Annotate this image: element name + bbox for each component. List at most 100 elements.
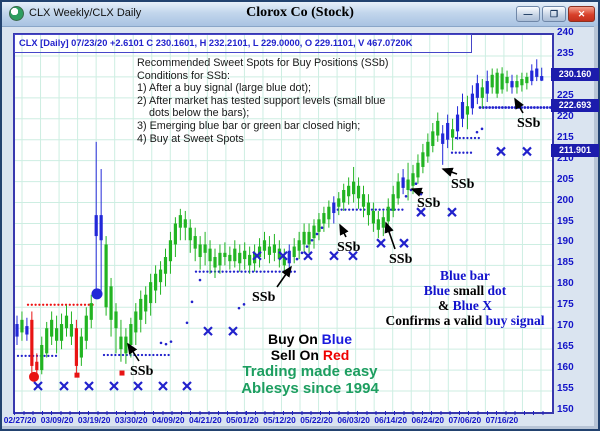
x-axis-date-label: 07/06/20 [448,415,482,425]
text-segment: Trading made easy [242,363,378,380]
x-axis-date-label: 05/01/20 [226,415,259,425]
legend-line: Blue small dot [345,283,585,298]
x-axis-date-label: 02/27/20 [3,415,37,425]
chart-title: Clorox Co (Stock) [246,5,354,20]
ssb-label: SSb [517,116,541,131]
x-axis-date-label: 03/09/20 [40,415,74,425]
legend-line: Confirms a valid buy signal [345,313,585,328]
ssb-label: SSb [130,364,154,379]
y-axis-tick-label: 205 [557,173,574,185]
window-right-edge [594,26,598,429]
y-axis-tick-label: 210 [557,152,574,164]
annotation-line: 1) After a buy signal (large blue dot); [137,82,312,95]
annotation-line: dots below the bars); [137,107,250,120]
minimize-button[interactable]: — [516,6,540,22]
x-axis-date-labels: 02/27/20 03/09/20 03/19/20 03/30/20 04/09/20… [2,415,600,429]
ssb-label: SSb [389,252,413,267]
y-axis-tick-label: 160 [557,362,574,374]
ssb-arrow [410,187,424,197]
price-marker-box: 230.160 [551,67,599,81]
chart-plot-area[interactable]: SSb SSb SSb SSb SSb SSb SSb CLX [Daily] 07/23/… [13,33,554,414]
text-segment: Blue X [452,298,492,313]
annotation-line: Conditions for SSb: [137,69,231,82]
y-axis-tick-label: 220 [557,110,574,122]
y-axis-tick-label: 165 [557,341,574,353]
x-axis-date-label: 05/22/20 [300,415,333,425]
text-segment: buy signal [485,313,545,328]
x-axis-date-label: 03/19/20 [77,415,111,425]
text-segment: Buy On [267,331,322,347]
ssb-label: SSb [417,196,441,211]
y-axis-tick-label: 170 [557,320,574,332]
annotation-line: Recommended Sweet Spots for Buy Position… [137,57,389,69]
y-axis-tick-label: 155 [557,383,574,395]
ssb-arrow [441,167,458,177]
ablesys-since-1994-text: Ablesys since 1994 [190,380,430,397]
text-segment: Sell On [270,347,323,363]
text-segment: small [449,283,488,298]
y-axis-price-scale: 2402352302252202152102052001951901851801… [554,27,599,415]
buy-signal-legend: Blue bar Blue small dot & Blue X Confirms a… [345,268,585,328]
sell-signal-red-square [119,370,125,376]
abletrend-logo-icon [9,6,24,21]
window-bottom-edge [2,426,598,429]
sell-signal-red-square [74,372,80,378]
annotation-line: 2) After market has tested support level… [137,94,386,107]
text-segment: Ablesys since 1994 [241,380,379,397]
legend-line: Blue bar [345,268,585,283]
text-segment: Red [322,347,350,363]
ssb-label: SSb [337,240,361,255]
sell-on-red-text: Sell On Red [190,347,430,363]
quote-header: CLX [Daily] 07/23/20 +2.6101 C 230.1601,… [14,34,472,53]
y-axis-tick-label: 215 [557,131,574,143]
x-axis-tick-marks [14,411,551,415]
y-axis-tick-label: 180 [557,278,574,290]
text-segment: Blue [321,331,352,347]
ssb-arrow [384,221,396,250]
y-axis-tick-label: 240 [557,27,574,38]
text-segment: Blue bar [440,268,490,283]
trading-made-easy-text: Trading made easy [190,363,430,380]
buy-signal-large-blue-dot [91,288,103,300]
x-axis-date-label: 06/24/20 [411,415,445,425]
y-axis-tick-label: 150 [557,404,574,415]
price-marker-box: 222.693 [551,98,599,112]
y-axis-tick-label: 225 [557,89,574,101]
x-axis-date-label: 04/09/20 [151,415,185,425]
x-axis-date-label: 06/03/20 [337,415,370,425]
y-axis-tick-label: 235 [557,47,574,59]
ssb-arrow [339,223,349,238]
y-axis-tick-label: 185 [557,257,574,269]
x-axis-date-label: 07/16/20 [485,415,519,425]
promo-text: Buy On Blue Sell On Red Trading made eas… [190,331,430,397]
window-title: CLX Weekly/CLX Daily [29,7,142,19]
y-axis-tick-label: 195 [557,215,574,227]
ssb-label: SSb [451,177,475,192]
x-axis-date-label: 04/21/20 [189,415,222,425]
title-bar[interactable]: CLX Weekly/CLX Daily Clorox Co (Stock) —… [2,2,598,27]
candlestick-chart-canvas[interactable]: SSb SSb SSb SSb SSb SSb SSb [15,35,552,412]
buy-on-blue-text: Buy On Blue [190,331,430,347]
text-segment: Confirms a valid [385,313,486,328]
close-button[interactable]: ✕ [568,6,595,22]
y-axis-tick-label: 190 [557,236,574,248]
ssb-conditions-text: Recommended Sweet Spots for Buy Position… [137,57,388,145]
ssb-arrow [276,265,292,288]
y-axis-tick-label: 175 [557,299,574,311]
x-axis-date-label: 03/30/20 [114,415,148,425]
annotation-line: 3) Emerging blue bar or green bar closed… [137,119,361,132]
price-marker-box: 211.901 [551,144,599,158]
maximize-button[interactable]: ❐ [542,6,566,22]
ssb-arrow [514,97,524,114]
y-axis-tick-label: 200 [557,194,574,206]
ssb-label: SSb [252,290,276,305]
legend-line: & Blue X [345,298,585,313]
ssb-arrow [127,342,140,362]
x-axis-date-label: 06/14/20 [374,415,407,425]
text-segment: & [437,298,453,313]
annotation-line: 4) Buy at Sweet Spots [137,132,244,145]
text-segment: dot [487,283,507,298]
x-axis-date-label: 05/12/20 [263,415,296,425]
text-segment: Blue [423,283,450,298]
